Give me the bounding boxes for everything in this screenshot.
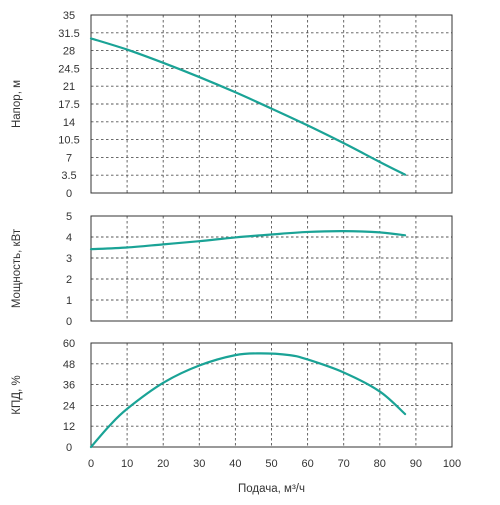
- y-tick-label: 28: [63, 46, 75, 58]
- y-tick-label: 31.5: [58, 28, 79, 40]
- y-tick-label: 2: [66, 274, 72, 286]
- x-tick-label: 0: [88, 458, 94, 470]
- panel-efficiency: 0 12 24 36 48 60 0 10 20 30 40 50 60 70 80 90 100 Подача,…: [11, 338, 461, 495]
- x-tick-label: 10: [121, 458, 133, 470]
- y-tick-label: 12: [63, 421, 75, 433]
- y-tick-label: 7: [66, 152, 72, 164]
- y-tick-label: 24: [63, 400, 75, 412]
- x-tick-label: 60: [301, 458, 313, 470]
- y-tick-label: 3: [66, 253, 72, 265]
- y-tick-label: 0: [66, 442, 72, 454]
- x-tick-label: 20: [157, 458, 169, 470]
- series-line-efficiency: [89, 352, 407, 449]
- y-tick-label: 14: [63, 117, 75, 129]
- y-tick-label: 17.5: [58, 99, 79, 111]
- y-tick-label: 10.5: [58, 135, 79, 147]
- y-tick-label: 0: [66, 188, 72, 200]
- plot-frame: [90, 342, 453, 448]
- y-tick-label: 35: [63, 10, 75, 22]
- y-axis-title: Мощность, кВт: [11, 228, 23, 308]
- y-tick-label: 0: [66, 316, 72, 328]
- y-axis-title: Напор, м: [11, 80, 23, 128]
- y-tick-label: 24.5: [58, 63, 79, 75]
- x-tick-label: 100: [443, 458, 461, 470]
- x-axis-title: Подача, м³/ч: [238, 483, 305, 495]
- panel-power: 0 1 2 3 4 5 Мощность, кВт: [11, 211, 453, 328]
- y-tick-label: 36: [63, 380, 75, 392]
- y-tick-label: 5: [66, 211, 72, 223]
- plot-frame: [90, 215, 453, 322]
- y-tick-label: 4: [66, 232, 72, 244]
- x-tick-label: 30: [193, 458, 205, 470]
- y-axis-title: КПД, %: [11, 375, 23, 414]
- y-tick-label: 21: [63, 81, 75, 93]
- x-tick-label: 40: [229, 458, 241, 470]
- panel-head: 0 3.5 7 10.5 14 17.5 21 24.5 28 31.5 35 Напор, м: [11, 10, 453, 200]
- series-line-head: [89, 37, 407, 176]
- y-tick-label: 3.5: [61, 170, 76, 182]
- x-tick-label: 70: [338, 458, 350, 470]
- y-tick-label: 1: [66, 295, 72, 307]
- y-tick-label: 48: [63, 359, 75, 371]
- x-tick-label: 50: [265, 458, 277, 470]
- x-tick-label: 80: [374, 458, 386, 470]
- series-line-power: [89, 230, 407, 251]
- x-tick-label: 90: [410, 458, 422, 470]
- y-tick-label: 60: [63, 338, 75, 350]
- plot-frame: [90, 14, 453, 194]
